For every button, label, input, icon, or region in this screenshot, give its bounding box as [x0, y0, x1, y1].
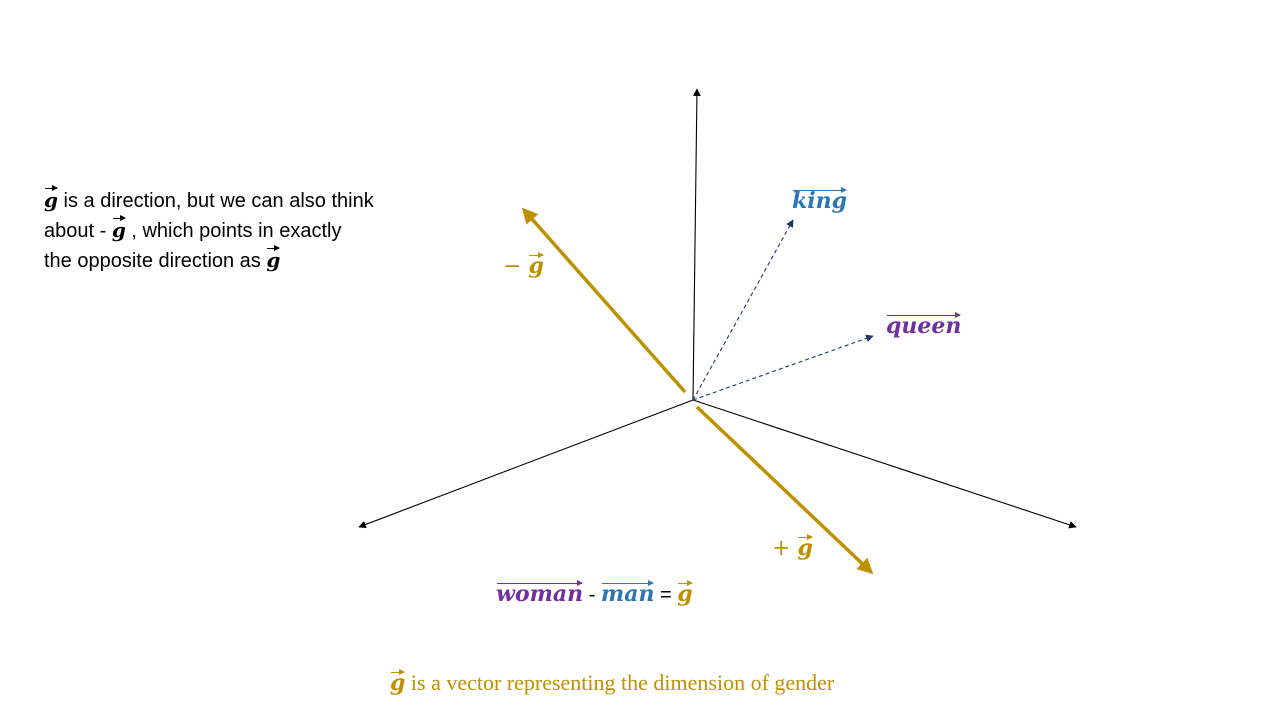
minus-sign: −	[503, 254, 529, 279]
direction-note: g is a direction, but we can also think …	[44, 185, 434, 276]
note-line-2: about - g , which points in exactly	[44, 215, 434, 246]
g-vector-symbol: g	[390, 669, 406, 696]
g-vector-symbol: g	[266, 245, 280, 275]
g-vector-symbol: g	[797, 534, 814, 561]
minus-g-label: − g	[503, 252, 545, 279]
plus-sign: +	[772, 536, 798, 561]
caption: g is a vector representing the dimension…	[390, 669, 835, 696]
king-label: king	[792, 187, 847, 214]
axis-right	[692, 399, 1077, 529]
king-vector	[692, 219, 794, 401]
queen-text: queen	[886, 312, 962, 339]
note-text-2b: , which points in exactly	[125, 220, 342, 242]
g-vector-symbol: g	[44, 185, 58, 215]
caption-text: is a vector representing the dimension o…	[405, 670, 835, 695]
note-line-3: the opposite direction as g	[44, 245, 434, 276]
man-vector-text: man	[600, 580, 655, 607]
minus-operator: -	[583, 584, 601, 606]
note-text-1: is a direction, but we can also think	[57, 190, 374, 212]
equals-operator: =	[654, 584, 678, 606]
king-text: king	[792, 187, 847, 214]
note-text-2a: about -	[44, 220, 112, 242]
queen-vector	[692, 334, 874, 401]
queen-label: queen	[886, 312, 962, 339]
gender-equation: woman - man = g	[496, 580, 694, 607]
plus-g-label: + g	[772, 534, 814, 561]
woman-vector-text: woman	[496, 580, 584, 607]
g-vector-symbol: g	[112, 215, 126, 245]
minus-g-vector	[521, 207, 687, 394]
plus-g-vector	[695, 405, 874, 575]
axis-left	[358, 399, 694, 529]
axis-up	[692, 88, 701, 401]
g-vector-symbol: g	[528, 252, 545, 279]
note-line-1: g is a direction, but we can also think	[44, 185, 434, 216]
g-vector-symbol: g	[677, 580, 694, 607]
note-text-3: the opposite direction as	[44, 250, 267, 272]
